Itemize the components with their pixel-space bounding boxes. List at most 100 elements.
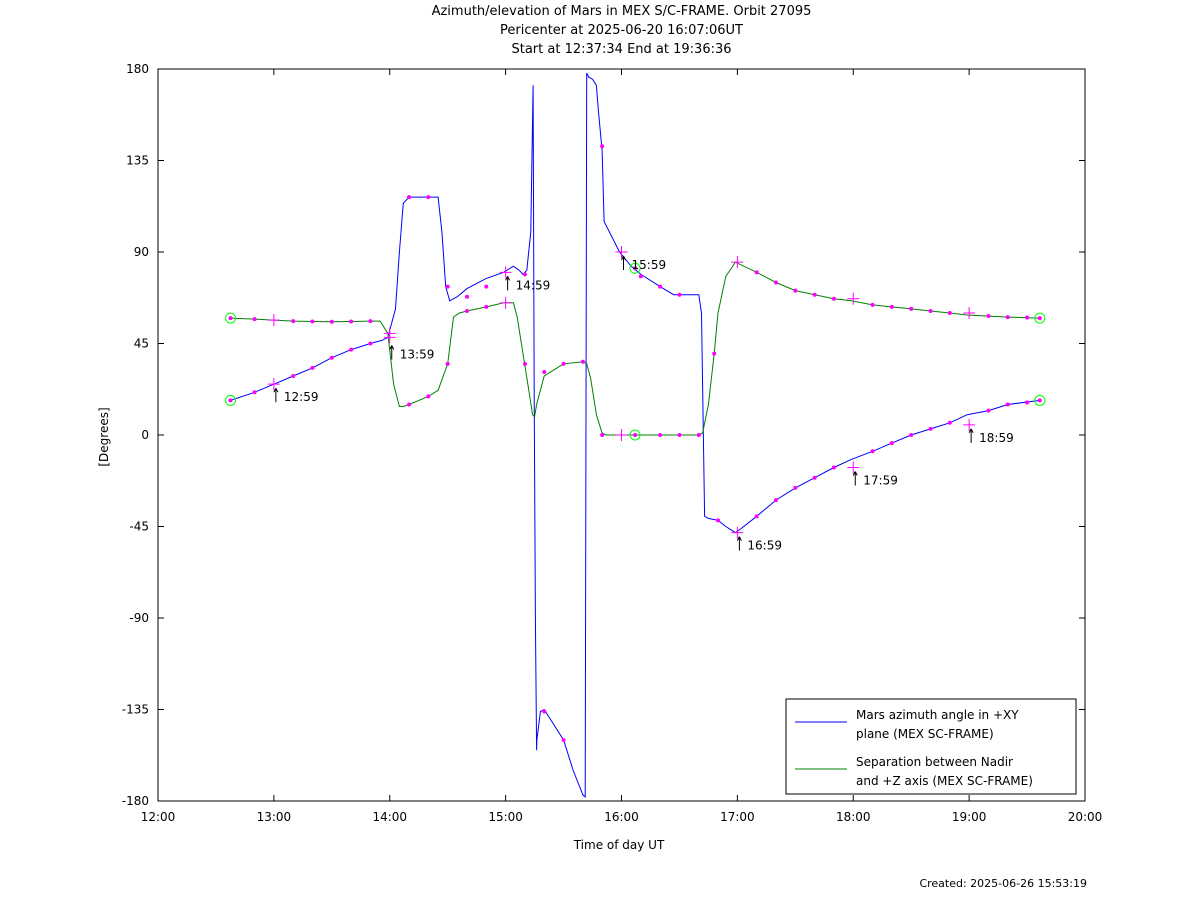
- dot-marker-22: [812, 475, 817, 480]
- time-label-0: 12:59: [284, 390, 319, 404]
- y-tick-label-0: 180: [126, 62, 149, 76]
- dot-marker-54: [793, 288, 798, 293]
- cross-marker-2: [499, 266, 512, 279]
- dot-marker-51: [712, 351, 717, 356]
- dot-marker-64: [1025, 315, 1030, 320]
- series-line-0: [230, 72, 1040, 798]
- dot-marker-2: [310, 365, 315, 370]
- dot-marker-44: [542, 369, 547, 374]
- dot-marker-20: [773, 498, 778, 503]
- dot-marker-28: [947, 420, 952, 425]
- dot-marker-48: [658, 433, 663, 437]
- series-lines: [230, 72, 1040, 798]
- dot-marker-0: [252, 390, 257, 395]
- dot-marker-57: [870, 302, 875, 307]
- dot-marker-32: [252, 317, 257, 322]
- dot-marker-61: [947, 311, 952, 315]
- dot-marker-17: [677, 292, 682, 297]
- y-tick-label-4: 0: [141, 428, 149, 442]
- dot-marker-41: [465, 308, 470, 313]
- dot-marker-13: [561, 738, 566, 742]
- legend: Mars azimuth angle in +XY plane (MEX SC-F…: [785, 698, 1077, 795]
- dot-marker-62: [986, 314, 991, 319]
- circle-marker-3: [1034, 312, 1046, 324]
- axis-ticks: [157, 68, 1086, 802]
- dot-marker-23: [831, 465, 836, 470]
- dot-marker-25: [889, 441, 894, 446]
- dot-marker-27: [928, 426, 933, 431]
- time-label-arrow-0: [273, 387, 279, 403]
- cross-marker-7: [267, 314, 280, 327]
- dot-marker-30: [1005, 402, 1010, 407]
- cross-marker-11: [731, 256, 744, 269]
- dot-marker-55: [812, 292, 817, 297]
- cross-marker-3: [615, 246, 628, 258]
- circle-center-dot-4: [633, 433, 638, 437]
- dot-marker-6: [407, 195, 412, 200]
- dot-marker-36: [349, 319, 354, 324]
- dot-marker-4: [349, 347, 354, 352]
- x-axis-label: Time of day UT: [573, 838, 665, 852]
- y-tick-label-8: -180: [122, 794, 149, 808]
- y-tick-label-6: -90: [129, 611, 149, 625]
- circle-center-dot-3: [1037, 316, 1042, 321]
- cross-marker-8: [383, 327, 396, 340]
- legend-box: [785, 698, 1077, 795]
- x-tick-label-0: 12:00: [141, 810, 176, 824]
- cross-marker-6: [963, 418, 976, 431]
- dot-marker-24: [870, 449, 875, 454]
- series-line-1: [230, 261, 1040, 436]
- time-label-arrow-5: [852, 471, 858, 486]
- cross-marker-10: [615, 429, 628, 441]
- x-tick-label-6: 18:00: [836, 810, 871, 824]
- legend-entry-1-line-1: and +Z axis (MEX SC-FRAME): [856, 774, 1033, 788]
- cross-marker-13: [963, 307, 976, 319]
- dot-marker-47: [600, 433, 605, 437]
- time-label-arrow-2: [505, 276, 511, 291]
- circle-marker-2: [1034, 394, 1046, 406]
- time-label-arrow-1: [389, 345, 395, 360]
- chart-title-line-3: Start at 12:37:34 End at 19:36:36: [511, 42, 732, 57]
- chart-title-line-2: Pericenter at 2025-06-20 16:07:06UT: [499, 23, 743, 38]
- time-label-5: 17:59: [863, 474, 898, 488]
- time-labels: 12:59 13:59 14:59 15:59 16:59 17:59 18:59: [273, 255, 1014, 553]
- time-label-6: 18:59: [979, 431, 1014, 445]
- legend-entry-0-line-0: Mars azimuth angle in +XY: [856, 708, 1019, 722]
- dot-marker-7: [426, 195, 431, 200]
- dot-marker-56: [831, 296, 836, 301]
- dot-marker-26: [909, 433, 914, 437]
- dot-marker-15: [638, 274, 643, 279]
- legend-entry-1-line-0: Separation between Nadir: [856, 755, 1013, 769]
- dot-marker-10: [484, 284, 489, 289]
- dot-marker-50: [696, 433, 701, 437]
- dot-marker-52: [754, 270, 759, 275]
- time-label-arrow-6: [968, 428, 974, 443]
- chart-title-line-1: Azimuth/elevation of Mars in MEX S/C-FRA…: [431, 4, 812, 19]
- series-markers: [225, 144, 1046, 742]
- cross-marker-12: [847, 292, 860, 305]
- dot-marker-60: [928, 308, 933, 313]
- dot-marker-21: [793, 485, 798, 490]
- x-tick-label-4: 16:00: [604, 810, 639, 824]
- circle-center-dot-1: [228, 316, 233, 321]
- time-label-3: 15:59: [632, 258, 667, 272]
- circle-marker-4: [629, 429, 641, 441]
- x-tick-label-7: 19:00: [952, 810, 987, 824]
- dot-marker-49: [677, 433, 682, 437]
- circle-center-dot-5: [633, 266, 638, 271]
- dot-marker-11: [522, 272, 527, 277]
- dot-marker-12: [542, 709, 547, 714]
- y-tick-label-2: 90: [134, 245, 149, 259]
- dot-marker-37: [368, 319, 373, 324]
- dot-marker-14: [600, 144, 605, 149]
- x-tick-label-3: 15:00: [488, 810, 523, 824]
- circle-marker-5: [629, 262, 641, 274]
- legend-entry-0-line-1: plane (MEX SC-FRAME): [856, 727, 994, 741]
- dot-marker-39: [426, 394, 431, 399]
- dot-marker-53: [773, 280, 778, 285]
- dot-marker-31: [1025, 400, 1030, 405]
- dot-marker-9: [465, 294, 470, 299]
- cross-marker-0: [267, 378, 280, 391]
- cross-marker-4: [731, 526, 744, 539]
- cross-marker-5: [847, 461, 860, 474]
